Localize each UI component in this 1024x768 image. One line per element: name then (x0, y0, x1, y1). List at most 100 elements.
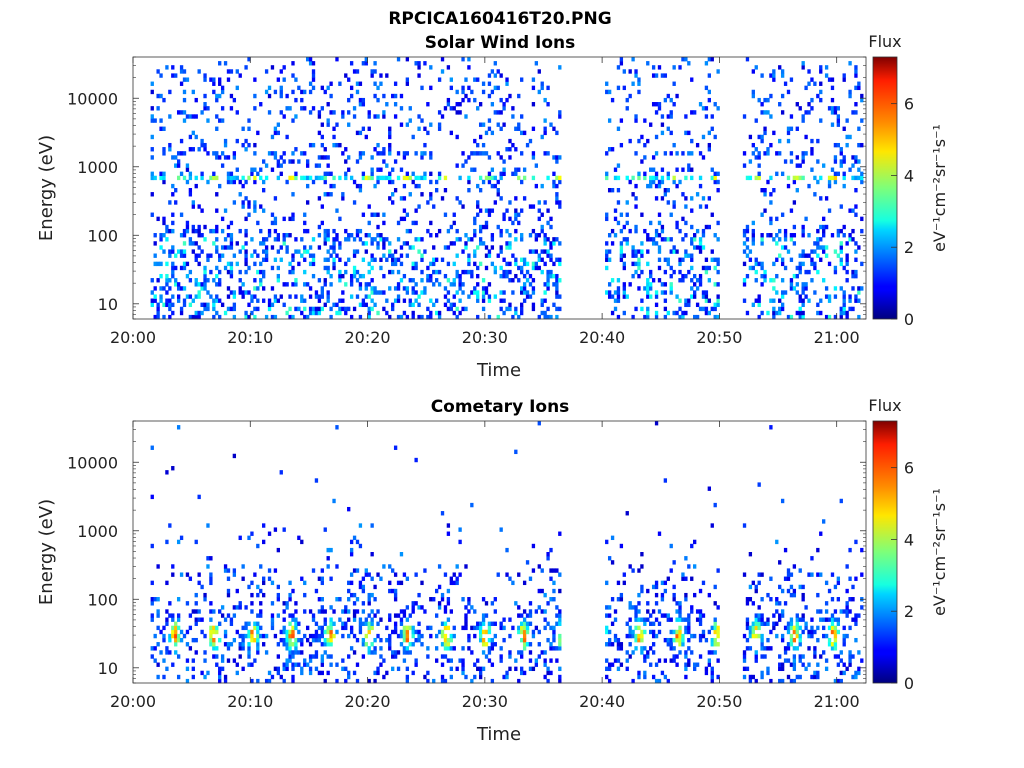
heatmap-cell (807, 253, 811, 258)
heatmap-cell (303, 257, 307, 262)
heatmap-cell (690, 208, 694, 213)
heatmap-cell (769, 216, 773, 222)
heatmap-cell (349, 233, 354, 238)
heatmap-cell (253, 93, 257, 99)
heatmap-cell (786, 175, 791, 181)
heatmap-cell (461, 249, 465, 254)
heatmap-cell (341, 658, 345, 663)
heatmap-cell (347, 237, 351, 242)
heatmap-cell (804, 286, 808, 291)
heatmap-cell (520, 265, 524, 271)
heatmap-cell (352, 273, 357, 279)
heatmap-cell (449, 302, 453, 308)
heatmap-cell (860, 171, 864, 177)
heatmap-cell (323, 233, 327, 238)
heatmap-cell (484, 245, 489, 250)
heatmap-cell (558, 674, 562, 680)
heatmap-cell (845, 253, 849, 258)
heatmap-cell (836, 597, 841, 602)
heatmap-cell (842, 625, 846, 631)
heatmap-cell (270, 212, 275, 217)
heatmap-cell (467, 253, 471, 258)
heatmap-cell (757, 633, 761, 639)
heatmap-cell (244, 253, 248, 258)
heatmap-cell (678, 257, 682, 262)
heatmap-cell (470, 273, 474, 279)
heatmap-cell (414, 183, 418, 189)
heatmap-cell (382, 93, 386, 99)
heatmap-cell (622, 290, 626, 295)
heatmap-cell (414, 151, 418, 156)
heatmap-cell (232, 314, 237, 320)
heatmap-cell (393, 286, 398, 291)
heatmap-cell (218, 278, 222, 283)
heatmap-cell (256, 678, 260, 684)
heatmap-cell (605, 253, 609, 258)
heatmap-cell (546, 282, 550, 287)
heatmap-cell (411, 642, 415, 647)
heatmap-cell (253, 306, 257, 312)
heatmap-cell (666, 310, 670, 316)
heatmap-cell (223, 564, 228, 569)
heatmap-cell (458, 658, 462, 663)
heatmap-cell (176, 613, 181, 618)
heatmap-cell (851, 674, 855, 680)
heatmap-cell (165, 666, 169, 672)
heatmap-cell (220, 658, 225, 663)
heatmap-cell (370, 306, 374, 312)
heatmap-cell (824, 609, 829, 614)
heatmap-cell (848, 625, 852, 631)
heatmap-cell (786, 588, 791, 594)
heatmap-cell (484, 286, 489, 291)
heatmap-cell (150, 654, 154, 659)
heatmap-cell (845, 241, 849, 246)
heatmap-cell (385, 257, 389, 262)
heatmap-cell (628, 629, 632, 635)
heatmap-cell (212, 151, 216, 156)
heatmap-cell (798, 637, 802, 643)
heatmap-cell (760, 617, 764, 622)
heatmap-cell (414, 265, 418, 271)
heatmap-cell (698, 249, 703, 254)
heatmap-cell (801, 228, 805, 234)
heatmap-cell (226, 658, 231, 663)
heatmap-cell (549, 257, 553, 262)
heatmap-cell (364, 642, 368, 647)
heatmap-cell (514, 261, 518, 267)
heatmap-cell (308, 310, 313, 316)
heatmap-cell (751, 237, 755, 242)
heatmap-cell (408, 228, 412, 234)
heatmap-cell (244, 633, 248, 639)
heatmap-cell (672, 584, 676, 590)
heatmap-cell (634, 617, 638, 622)
heatmap-cell (502, 290, 506, 295)
heatmap-cell (619, 57, 624, 62)
heatmap-cell (197, 233, 201, 238)
heatmap-cell (270, 302, 275, 308)
heatmap-cell (822, 249, 826, 254)
heatmap-cell (449, 580, 453, 586)
heatmap-cell (338, 241, 342, 246)
heatmap-cell (402, 196, 407, 201)
heatmap-cell (672, 81, 676, 86)
heatmap-cell (159, 298, 163, 303)
heatmap-cell (478, 188, 483, 193)
heatmap-cell (370, 290, 374, 295)
heatmap-cell (285, 605, 289, 610)
heatmap-cell (411, 278, 415, 283)
heatmap-cell (332, 245, 336, 250)
heatmap-cell (745, 646, 750, 651)
heatmap-cell (622, 265, 626, 271)
heatmap-cell (783, 290, 788, 295)
heatmap-cell (684, 220, 688, 226)
heatmap-cell (514, 449, 518, 455)
heatmap-cell (273, 666, 278, 672)
heatmap-cell (156, 314, 160, 320)
heatmap-cell (795, 126, 799, 131)
heatmap-cell (769, 142, 773, 148)
heatmap-cell (672, 637, 676, 643)
heatmap-cell (716, 188, 720, 193)
heatmap-cell (555, 155, 559, 160)
heatmap-cell (701, 245, 706, 250)
heatmap-cell (435, 588, 439, 594)
